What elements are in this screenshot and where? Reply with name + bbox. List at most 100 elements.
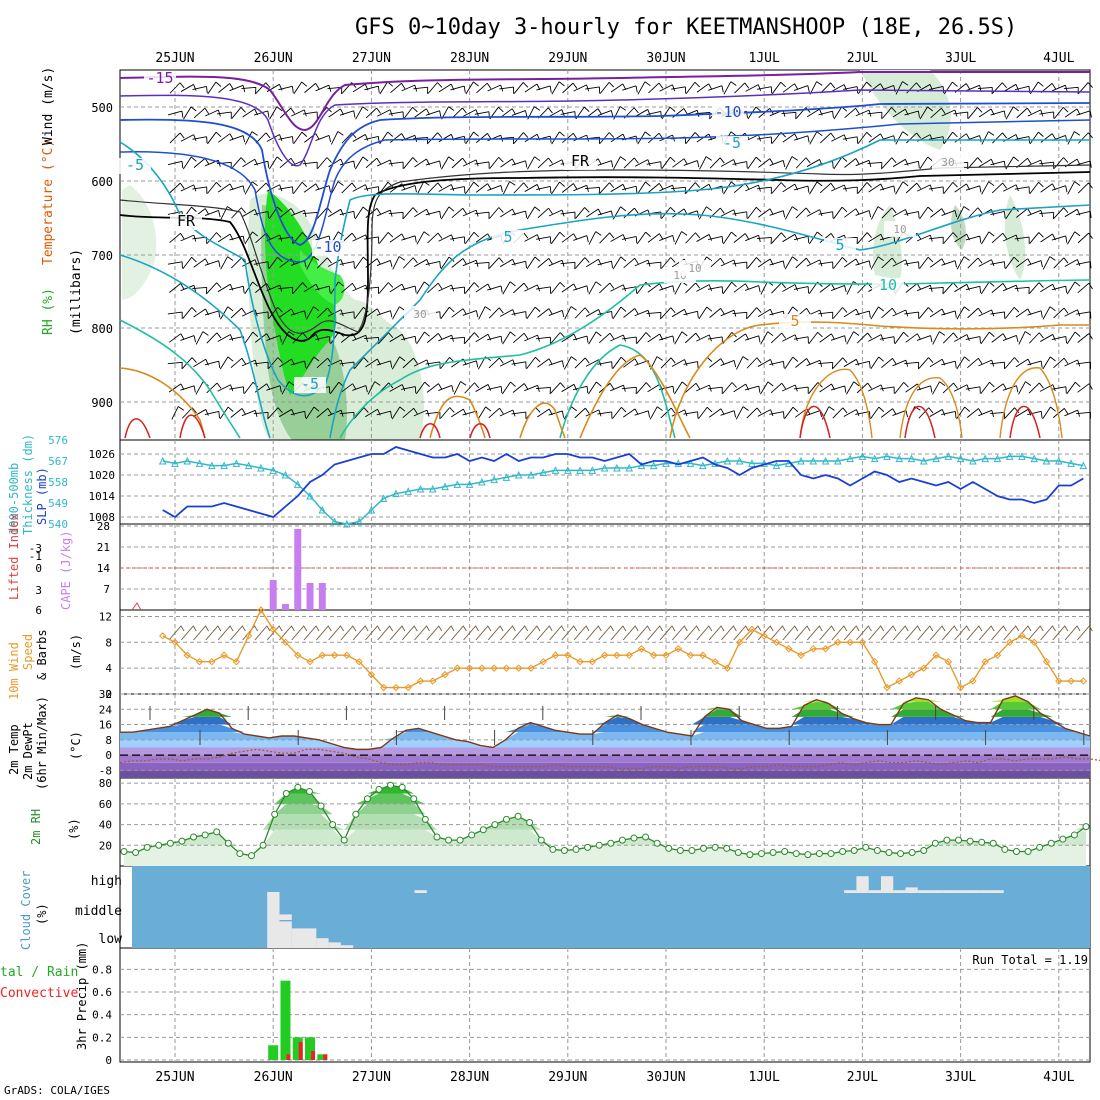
rh-marker xyxy=(502,815,510,823)
wind-barb xyxy=(427,182,443,194)
barb-stroke xyxy=(499,258,516,268)
barb-stroke xyxy=(475,233,492,243)
barb-stroke xyxy=(290,360,307,368)
pressure-tick-label: 800 xyxy=(91,322,113,336)
barb-stroke xyxy=(526,356,541,370)
barb-stroke xyxy=(524,284,541,292)
wind-label-c: & Barbs xyxy=(35,629,49,680)
wind-barb xyxy=(647,283,664,293)
barb-stroke xyxy=(339,160,356,168)
cape-label-li: Lifted Index xyxy=(7,513,21,600)
wind-barb xyxy=(427,282,443,294)
wind-barb xyxy=(561,233,578,243)
temp-tick-label: 24 xyxy=(99,703,113,716)
wind-barb xyxy=(524,234,541,242)
precip-tick-label: 0 xyxy=(105,1054,112,1067)
contour-label: FR xyxy=(571,152,590,170)
barb-stroke xyxy=(634,410,650,418)
contour-label: 30 xyxy=(413,308,426,321)
wind-barb xyxy=(413,136,429,145)
upper-wind-barbs xyxy=(167,81,1093,420)
barb-stroke xyxy=(376,360,393,368)
rh-marker xyxy=(931,839,939,847)
wind-barb xyxy=(376,360,393,368)
wind-barb xyxy=(536,85,552,93)
barb-stroke xyxy=(425,361,441,369)
rh-marker xyxy=(815,850,823,858)
barb-stroke xyxy=(255,232,271,244)
barb-stroke xyxy=(305,356,320,370)
barb-stroke xyxy=(426,383,443,393)
date-tick-label: 26JUN xyxy=(254,1070,293,1085)
barb-stroke xyxy=(440,256,455,270)
barb-stroke xyxy=(684,382,701,394)
date-tick-label: 2JUL xyxy=(847,1070,878,1085)
barb-stroke xyxy=(536,85,552,93)
barb-stroke xyxy=(377,109,393,117)
wind-barb xyxy=(634,109,651,117)
barb-stroke xyxy=(182,407,197,419)
barb-stroke xyxy=(646,110,662,119)
barb-stroke xyxy=(426,333,443,343)
barb-stroke xyxy=(378,232,394,244)
pressure-tick-label: 600 xyxy=(91,175,113,189)
wind-barb xyxy=(354,156,369,170)
wind-barb xyxy=(513,182,529,194)
top-date-axis: 25JUN 26JUN 27JUN 28JUN 29JUN 30JUN 1JUL 2JUL 3J… xyxy=(155,51,1074,66)
li-tick-label: 6 xyxy=(35,604,42,617)
barb-stroke xyxy=(253,411,269,420)
wind-barb xyxy=(527,156,541,170)
wind-barb xyxy=(622,185,638,194)
wind-barb xyxy=(707,286,724,294)
wind-barb xyxy=(464,332,480,344)
wind-barb xyxy=(671,308,688,318)
barb-stroke xyxy=(646,261,662,269)
wind-barb xyxy=(229,285,245,294)
wind-barb xyxy=(487,385,503,394)
barb-stroke xyxy=(292,332,308,344)
barb-stroke xyxy=(413,86,429,94)
wind-barb xyxy=(623,358,639,368)
barb-stroke xyxy=(451,258,467,268)
barb-stroke xyxy=(648,82,664,94)
wind-barb xyxy=(292,282,308,294)
rh-marker xyxy=(410,795,418,803)
barb-stroke xyxy=(524,234,541,242)
barb-stroke xyxy=(696,83,713,93)
barb-stroke xyxy=(355,106,369,120)
upper-label-wind: Wind (m/s) xyxy=(41,67,56,145)
wind-barb xyxy=(315,185,331,193)
wind-barb xyxy=(241,86,257,95)
thickness-tick-label: 549 xyxy=(48,497,68,510)
barb-stroke xyxy=(229,135,246,143)
rh-marker xyxy=(560,846,568,854)
wind-barb xyxy=(636,231,651,245)
wind-barb xyxy=(425,110,442,118)
barb-stroke xyxy=(204,410,220,419)
barb-stroke xyxy=(388,161,404,169)
barb-stroke xyxy=(623,207,639,219)
barb-stroke xyxy=(513,132,529,144)
rh-marker xyxy=(352,810,360,818)
wind-barb xyxy=(674,331,688,345)
rh-marker xyxy=(955,836,963,844)
wind-barb xyxy=(167,261,183,269)
date-tick-label: 26JUN xyxy=(254,51,293,66)
wind-barb xyxy=(585,409,602,417)
barb-stroke xyxy=(660,407,676,419)
contour-label: -5 xyxy=(301,375,319,393)
barb-stroke xyxy=(536,185,552,194)
wind-barb xyxy=(637,81,651,95)
wind-barb xyxy=(204,210,221,218)
rh-marker xyxy=(920,846,928,854)
barb-stroke xyxy=(502,331,516,345)
barb-stroke xyxy=(220,206,234,220)
rh-marker xyxy=(468,831,476,839)
barb-stroke xyxy=(268,357,283,369)
barb-stroke xyxy=(536,336,551,344)
barb-stroke xyxy=(661,156,676,170)
barb-stroke xyxy=(647,283,664,293)
barb-stroke xyxy=(464,382,480,394)
cloud-bar-high xyxy=(942,890,955,893)
barb-stroke xyxy=(659,285,675,293)
